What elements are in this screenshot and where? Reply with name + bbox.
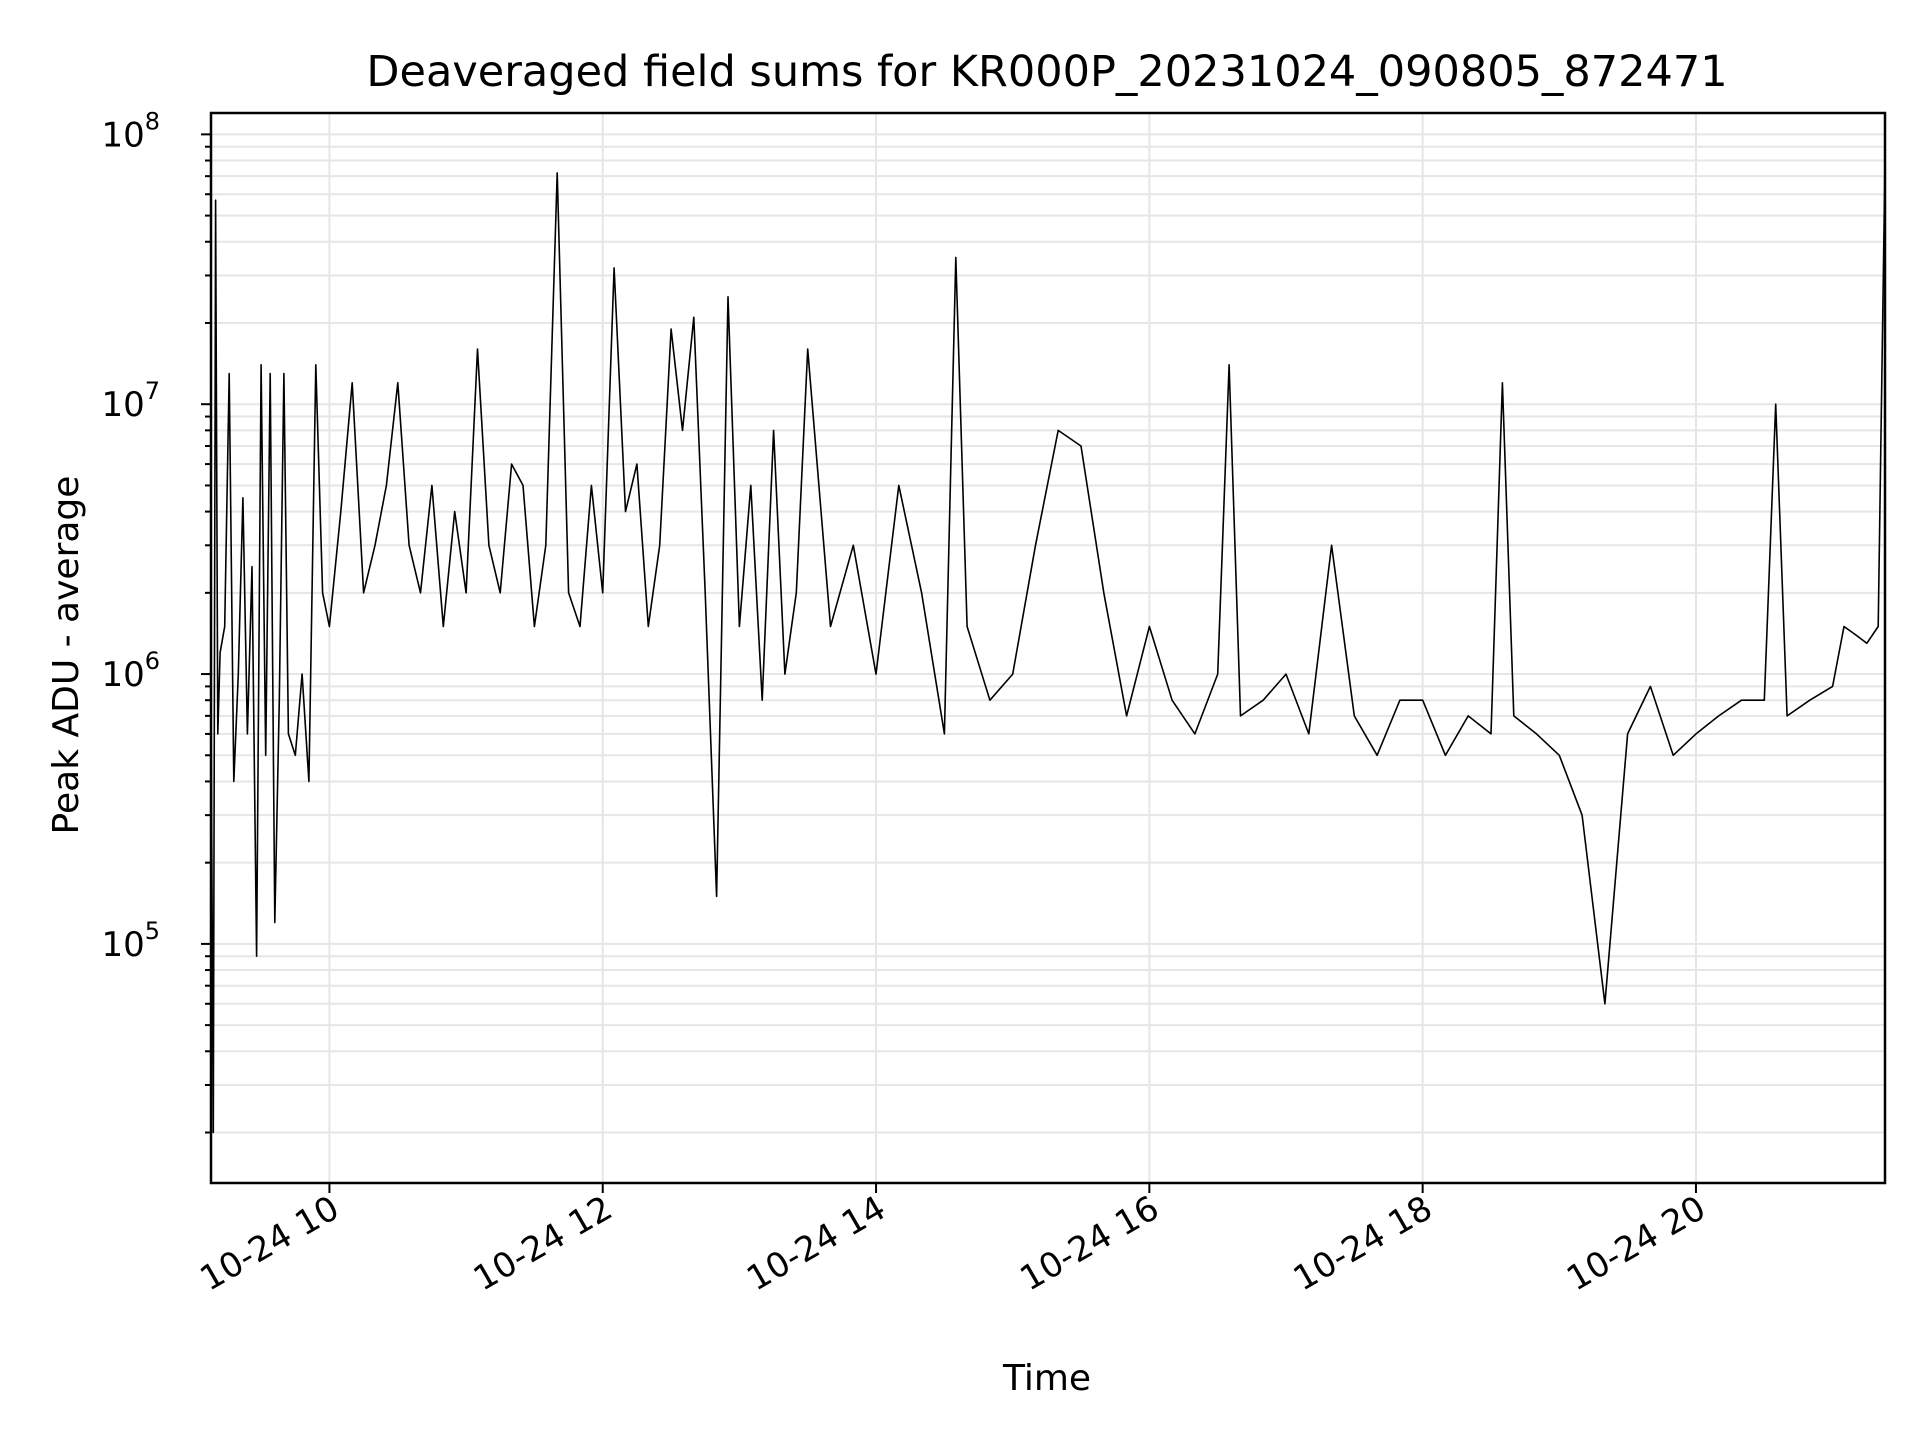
data-area [210, 160, 1886, 1134]
y-tick-label: 106 [101, 647, 160, 695]
plot-frame [209, 111, 1887, 1185]
chart-title: Deaveraged field sums for KR000P_2023102… [366, 47, 1727, 97]
y-tick-base: 10 [101, 925, 144, 965]
y-tick-exponent: 8 [145, 107, 160, 135]
y-tick-label: 105 [101, 917, 160, 965]
y-axis-label: Peak ADU - average [46, 476, 87, 835]
y-tick-exponent: 7 [145, 377, 160, 405]
y-tick-base: 10 [101, 115, 144, 155]
y-tick-base: 10 [101, 655, 144, 695]
y-tick-exponent: 5 [145, 917, 160, 945]
y-tick-exponent: 6 [145, 647, 160, 675]
y-tick-base: 10 [101, 385, 144, 425]
y-tick-label: 107 [101, 377, 160, 425]
data-series-line [210, 160, 1886, 1134]
x-axis-label: Time [1002, 1358, 1091, 1399]
y-tick-label: 108 [101, 107, 160, 155]
